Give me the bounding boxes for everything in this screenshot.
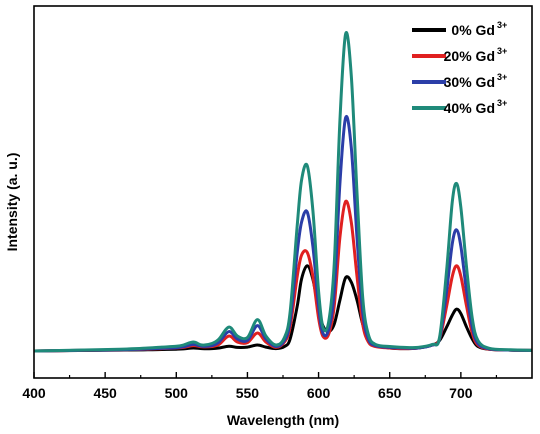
x-axis-label: Wavelength (nm) <box>227 412 339 428</box>
x-tick-label-550: 550 <box>236 385 260 401</box>
legend-superscript-1: 3+ <box>497 46 507 56</box>
y-axis-label: Intensity (a. u.) <box>4 153 20 252</box>
legend-label-2: 30% Gd <box>444 74 495 90</box>
x-tick-label-650: 650 <box>378 385 402 401</box>
x-tick-label-500: 500 <box>165 385 189 401</box>
series-line-2 <box>33 114 533 353</box>
legend-superscript-3: 3+ <box>497 98 507 108</box>
x-tick-label-700: 700 <box>449 385 473 401</box>
x-tick-label-400: 400 <box>22 385 46 401</box>
legend: 0% Gd 3+20% Gd 3+30% Gd 3+40% Gd 3+ <box>412 20 507 116</box>
x-axis: 400 450 500 550 600 650 700 <box>22 372 498 401</box>
x-tick-label-450: 450 <box>93 385 117 401</box>
legend-superscript-0: 3+ <box>497 20 507 30</box>
legend-label-1: 20% Gd <box>444 48 495 64</box>
legend-label-0: 0% Gd <box>451 22 495 38</box>
series-line-3 <box>33 31 533 353</box>
legend-label-3: 40% Gd <box>444 100 495 116</box>
x-tick-label-600: 600 <box>307 385 331 401</box>
legend-superscript-2: 3+ <box>497 72 507 82</box>
series-group <box>33 31 533 353</box>
